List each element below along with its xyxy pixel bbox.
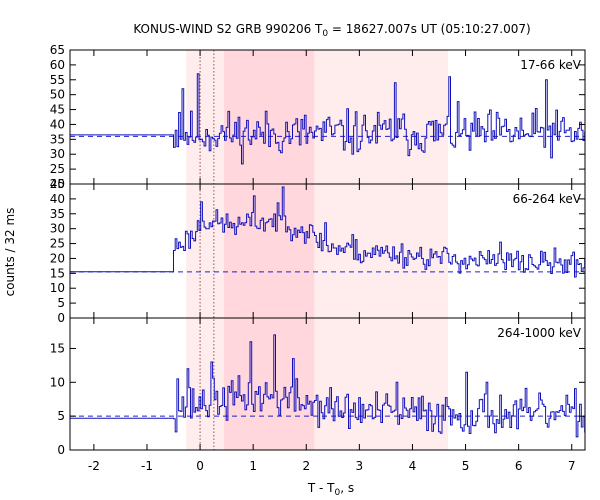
y-axis-title: counts / 32 ms: [3, 208, 17, 297]
panel-frame-2: [69, 317, 586, 451]
x-tick-label-9: 7: [568, 459, 576, 473]
y-tick-label-0-6: 50: [50, 88, 65, 102]
y-tick-label-0-1: 25: [50, 162, 65, 176]
y-tick-label-2-2: 10: [50, 375, 65, 389]
light-curve-0: [70, 73, 586, 165]
light-curve-1: [70, 186, 586, 278]
y-tick-label-2-0: 0: [57, 443, 65, 457]
y-tick-label-1-2: 10: [50, 281, 65, 295]
y-tick-label-2-1: 5: [57, 409, 65, 423]
y-tick-label-0-8: 60: [50, 58, 65, 72]
x-axis-title: T - T0, s: [307, 481, 354, 498]
x-tick-label-8: 6: [515, 459, 523, 473]
band-label-2: 264-1000 keV: [497, 326, 581, 340]
y-tick-label-1-5: 25: [50, 237, 65, 251]
y-tick-label-1-7: 35: [50, 207, 65, 221]
band-label-0: 17-66 keV: [520, 58, 582, 72]
band-label-1: 66-264 keV: [513, 192, 582, 206]
y-tick-label-0-4: 40: [50, 117, 65, 131]
x-tick-label-3: 1: [249, 459, 257, 473]
y-tick-label-0-0: 20: [50, 177, 65, 191]
y-tick-label-0-5: 45: [50, 103, 65, 117]
x-tick-label-1: -1: [141, 459, 153, 473]
y-tick-label-0-9: 65: [50, 43, 65, 57]
y-tick-label-0-2: 30: [50, 147, 65, 161]
y-tick-label-1-4: 20: [50, 251, 65, 265]
chart-title: KONUS-WIND S2 GRB 990206 T0 = 18627.007s…: [133, 22, 530, 39]
y-tick-label-1-1: 5: [57, 296, 65, 310]
y-tick-label-0-7: 55: [50, 73, 65, 87]
x-tick-label-5: 3: [356, 459, 364, 473]
x-tick-label-0: -2: [88, 459, 100, 473]
y-tick-label-1-9: 45: [50, 177, 65, 191]
x-tick-label-2: 0: [196, 459, 204, 473]
light-curve-2: [70, 334, 586, 438]
y-tick-label-1-8: 40: [50, 192, 65, 206]
panel-2: 0 5 10 15 264-1000 keV: [50, 317, 586, 457]
y-tick-label-1-0: 0: [57, 311, 65, 325]
y-tick-label-1-3: 15: [50, 266, 65, 280]
y-tick-label-0-3: 35: [50, 132, 65, 146]
x-tick-label-4: 2: [302, 459, 310, 473]
y-tick-label-1-6: 30: [50, 222, 65, 236]
x-tick-label-7: 5: [462, 459, 470, 473]
shaded-interval-1: [223, 50, 315, 450]
x-tick-label-6: 4: [409, 459, 417, 473]
y-tick-label-2-3: 15: [50, 341, 65, 355]
